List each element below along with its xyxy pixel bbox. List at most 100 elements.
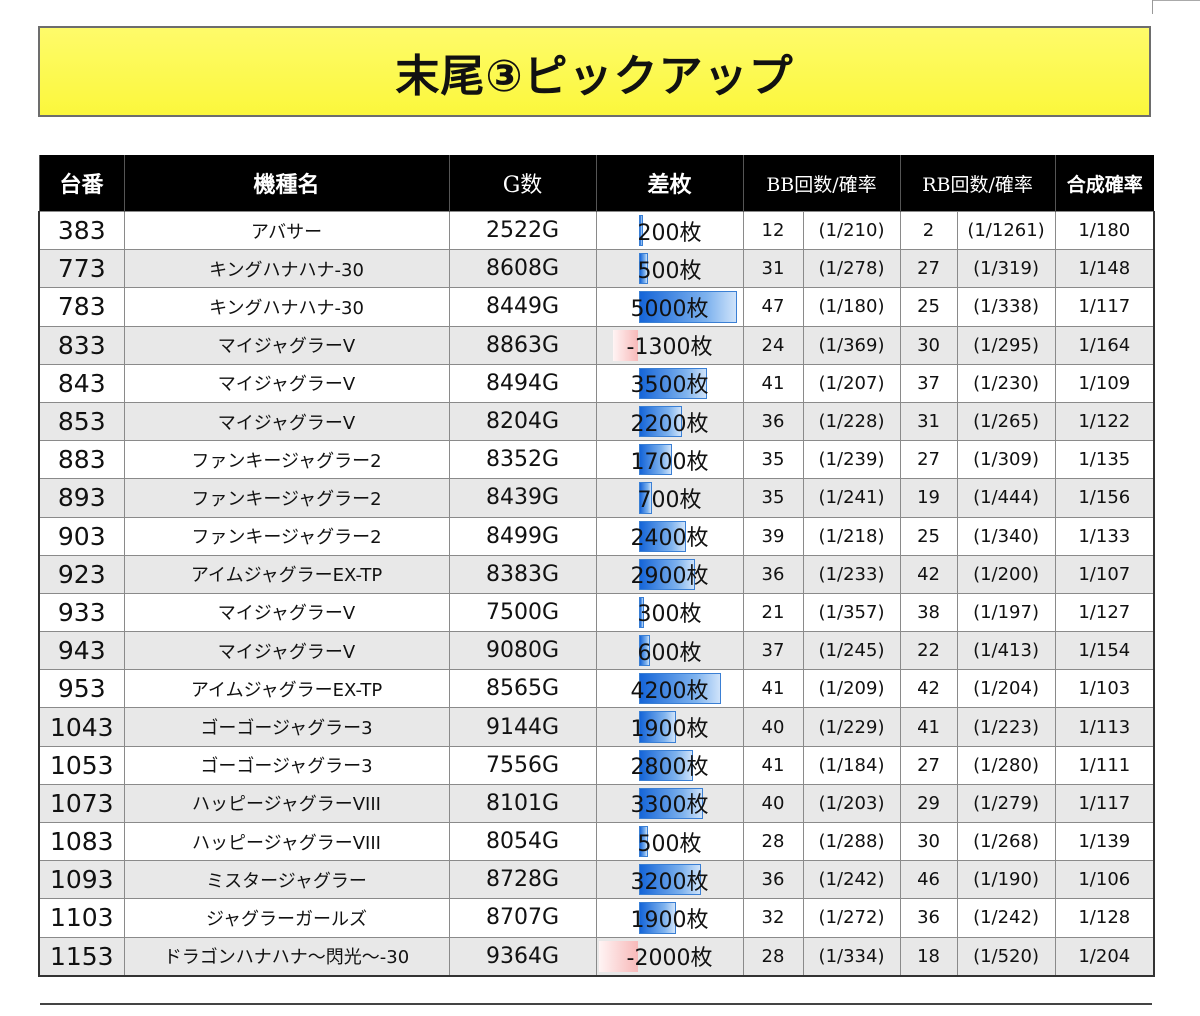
machine-name-cell: マイジャグラーV	[123, 325, 450, 365]
table-row: 783 キングハナハナ-30 8449G 5000枚 47 (1/180) 25 (1/338…	[38, 287, 1156, 327]
bb-count-cell: 31	[742, 249, 804, 289]
diff-bar-positive	[638, 749, 694, 781]
bb-count-cell: 36	[742, 401, 804, 442]
diff-value: 600枚	[637, 640, 702, 666]
table-row: 773 キングハナハナ-30 8608G 500枚 31 (1/278) 27 (1/319)…	[38, 249, 1156, 289]
games-cell: 8204G	[448, 401, 597, 442]
combined-cell: 1/117	[1054, 287, 1156, 327]
games-cell: 2522G	[448, 210, 597, 251]
bb-rate-cell: (1/218)	[802, 516, 901, 556]
bb-rate-cell: (1/229)	[802, 707, 901, 747]
machine-no-cell: 1043	[38, 707, 125, 747]
bottom-rule	[40, 1003, 1152, 1005]
games-cell: 7556G	[448, 745, 597, 785]
combined-cell: 1/113	[1054, 707, 1156, 747]
rb-count-cell: 19	[899, 478, 958, 518]
machine-name-cell: ファンキージャグラー2	[123, 516, 450, 556]
bb-rate-cell: (1/228)	[802, 401, 901, 442]
table-row: 903 ファンキージャグラー2 8499G 2400枚 39 (1/218) 25 (1/34…	[38, 516, 1156, 556]
machine-no-cell: 943	[38, 631, 125, 671]
diff-cell: 3300枚	[595, 783, 744, 824]
rb-rate-cell: (1/204)	[956, 669, 1056, 709]
table-row: 843 マイジャグラーV 8494G 3500枚 41 (1/207) 37 (1/230) 1…	[38, 363, 1156, 403]
diff-cell: 700枚	[595, 478, 744, 518]
diff-value: 500枚	[637, 831, 702, 857]
machine-name-cell: ハッピージャグラーVIII	[123, 821, 450, 862]
diff-value: 3300枚	[630, 793, 709, 819]
rb-rate-cell: (1/230)	[956, 363, 1056, 403]
table-body: 383 アバサー 2522G 200枚 12 (1/210) 2 (1/1261) 1/180 7…	[38, 210, 1156, 977]
diff-cell: 2800枚	[595, 745, 744, 785]
bb-count-cell: 32	[742, 898, 804, 938]
games-cell: 8383G	[448, 554, 597, 594]
rb-rate-cell: (1/265)	[956, 401, 1056, 442]
diff-bar-positive	[638, 826, 649, 858]
machine-name-cell: アイムジャグラーEX-TP	[123, 669, 450, 709]
table-row: 853 マイジャグラーV 8204G 2200枚 36 (1/228) 31 (1/265) 1…	[38, 401, 1156, 442]
bb-count-cell: 36	[742, 554, 804, 594]
combined-cell: 1/103	[1054, 669, 1156, 709]
diff-bar-positive	[638, 215, 643, 247]
bb-count-cell: 12	[742, 210, 804, 251]
table-row: 883 ファンキージャグラー2 8352G 1700枚 35 (1/239) 27 (1/30…	[38, 440, 1156, 480]
games-cell: 8499G	[448, 516, 597, 556]
table-row: 943 マイジャグラーV 9080G 600枚 37 (1/245) 22 (1/413) 1/…	[38, 631, 1156, 671]
rb-rate-cell: (1/223)	[956, 707, 1056, 747]
table-row: 1103 ジャグラーガールズ 8707G 1900枚 32 (1/272) 36 (1/242…	[38, 898, 1156, 938]
bb-rate-cell: (1/203)	[802, 783, 901, 824]
diff-cell: 3200枚	[595, 860, 744, 900]
bb-rate-cell: (1/272)	[802, 898, 901, 938]
diff-bar-positive	[638, 444, 672, 476]
table-row: 1093 ミスタージャグラー 8728G 3200枚 36 (1/242) 46 (1/190…	[38, 860, 1156, 900]
rb-rate-cell: (1/279)	[956, 783, 1056, 824]
diff-value: 3200枚	[630, 869, 709, 895]
combined-cell: 1/133	[1054, 516, 1156, 556]
rb-count-cell: 42	[899, 669, 958, 709]
diff-bar-negative	[599, 940, 639, 972]
diff-value: 500枚	[637, 258, 702, 284]
rb-count-cell: 29	[899, 783, 958, 824]
diff-cell: 4200枚	[595, 669, 744, 709]
machine-no-cell: 923	[38, 554, 125, 594]
corner-rule-horizontal	[1153, 0, 1200, 1]
diff-value: 4200枚	[630, 678, 709, 704]
machine-name-cell: キングハナハナ-30	[123, 287, 450, 327]
header-bb: BB回数/確率	[742, 155, 901, 212]
machine-name-cell: ジャグラーガールズ	[123, 898, 450, 938]
table-row: 1153 ドラゴンハナハナ～閃光～-30 9364G -2000枚 28 (1/334) 1…	[38, 936, 1156, 977]
games-cell: 8352G	[448, 440, 597, 480]
machine-name-cell: ゴーゴージャグラー3	[123, 745, 450, 785]
diff-value: 2200枚	[630, 411, 709, 437]
bb-rate-cell: (1/369)	[802, 325, 901, 365]
machine-no-cell: 1083	[38, 821, 125, 862]
bb-rate-cell: (1/288)	[802, 821, 901, 862]
bb-count-cell: 35	[742, 440, 804, 480]
diff-bar-positive	[638, 787, 704, 819]
machine-name-cell: キングハナハナ-30	[123, 249, 450, 289]
bb-rate-cell: (1/233)	[802, 554, 901, 594]
rb-count-cell: 2	[899, 210, 958, 251]
combined-cell: 1/122	[1054, 401, 1156, 442]
machine-no-cell: 853	[38, 401, 125, 442]
machine-no-cell: 883	[38, 440, 125, 480]
machine-no-cell: 783	[38, 287, 125, 327]
diff-cell: 500枚	[595, 821, 744, 862]
header-rb: RB回数/確率	[899, 155, 1056, 212]
rb-rate-cell: (1/338)	[956, 287, 1056, 327]
rb-count-cell: 46	[899, 860, 958, 900]
machine-no-cell: 1103	[38, 898, 125, 938]
diff-bar-positive	[638, 405, 682, 438]
bb-count-cell: 24	[742, 325, 804, 365]
diff-bar-positive	[638, 558, 696, 590]
machine-no-cell: 833	[38, 325, 125, 365]
header-combined: 合成確率	[1054, 155, 1155, 212]
diff-value: 2800枚	[630, 755, 709, 781]
diff-cell: 500枚	[595, 249, 744, 289]
combined-cell: 1/180	[1054, 210, 1156, 251]
combined-cell: 1/135	[1054, 440, 1156, 480]
games-cell: 9144G	[448, 707, 597, 747]
combined-cell: 1/139	[1054, 821, 1156, 862]
machine-no-cell: 953	[38, 669, 125, 709]
games-cell: 8101G	[448, 783, 597, 824]
bb-rate-cell: (1/180)	[802, 287, 901, 327]
